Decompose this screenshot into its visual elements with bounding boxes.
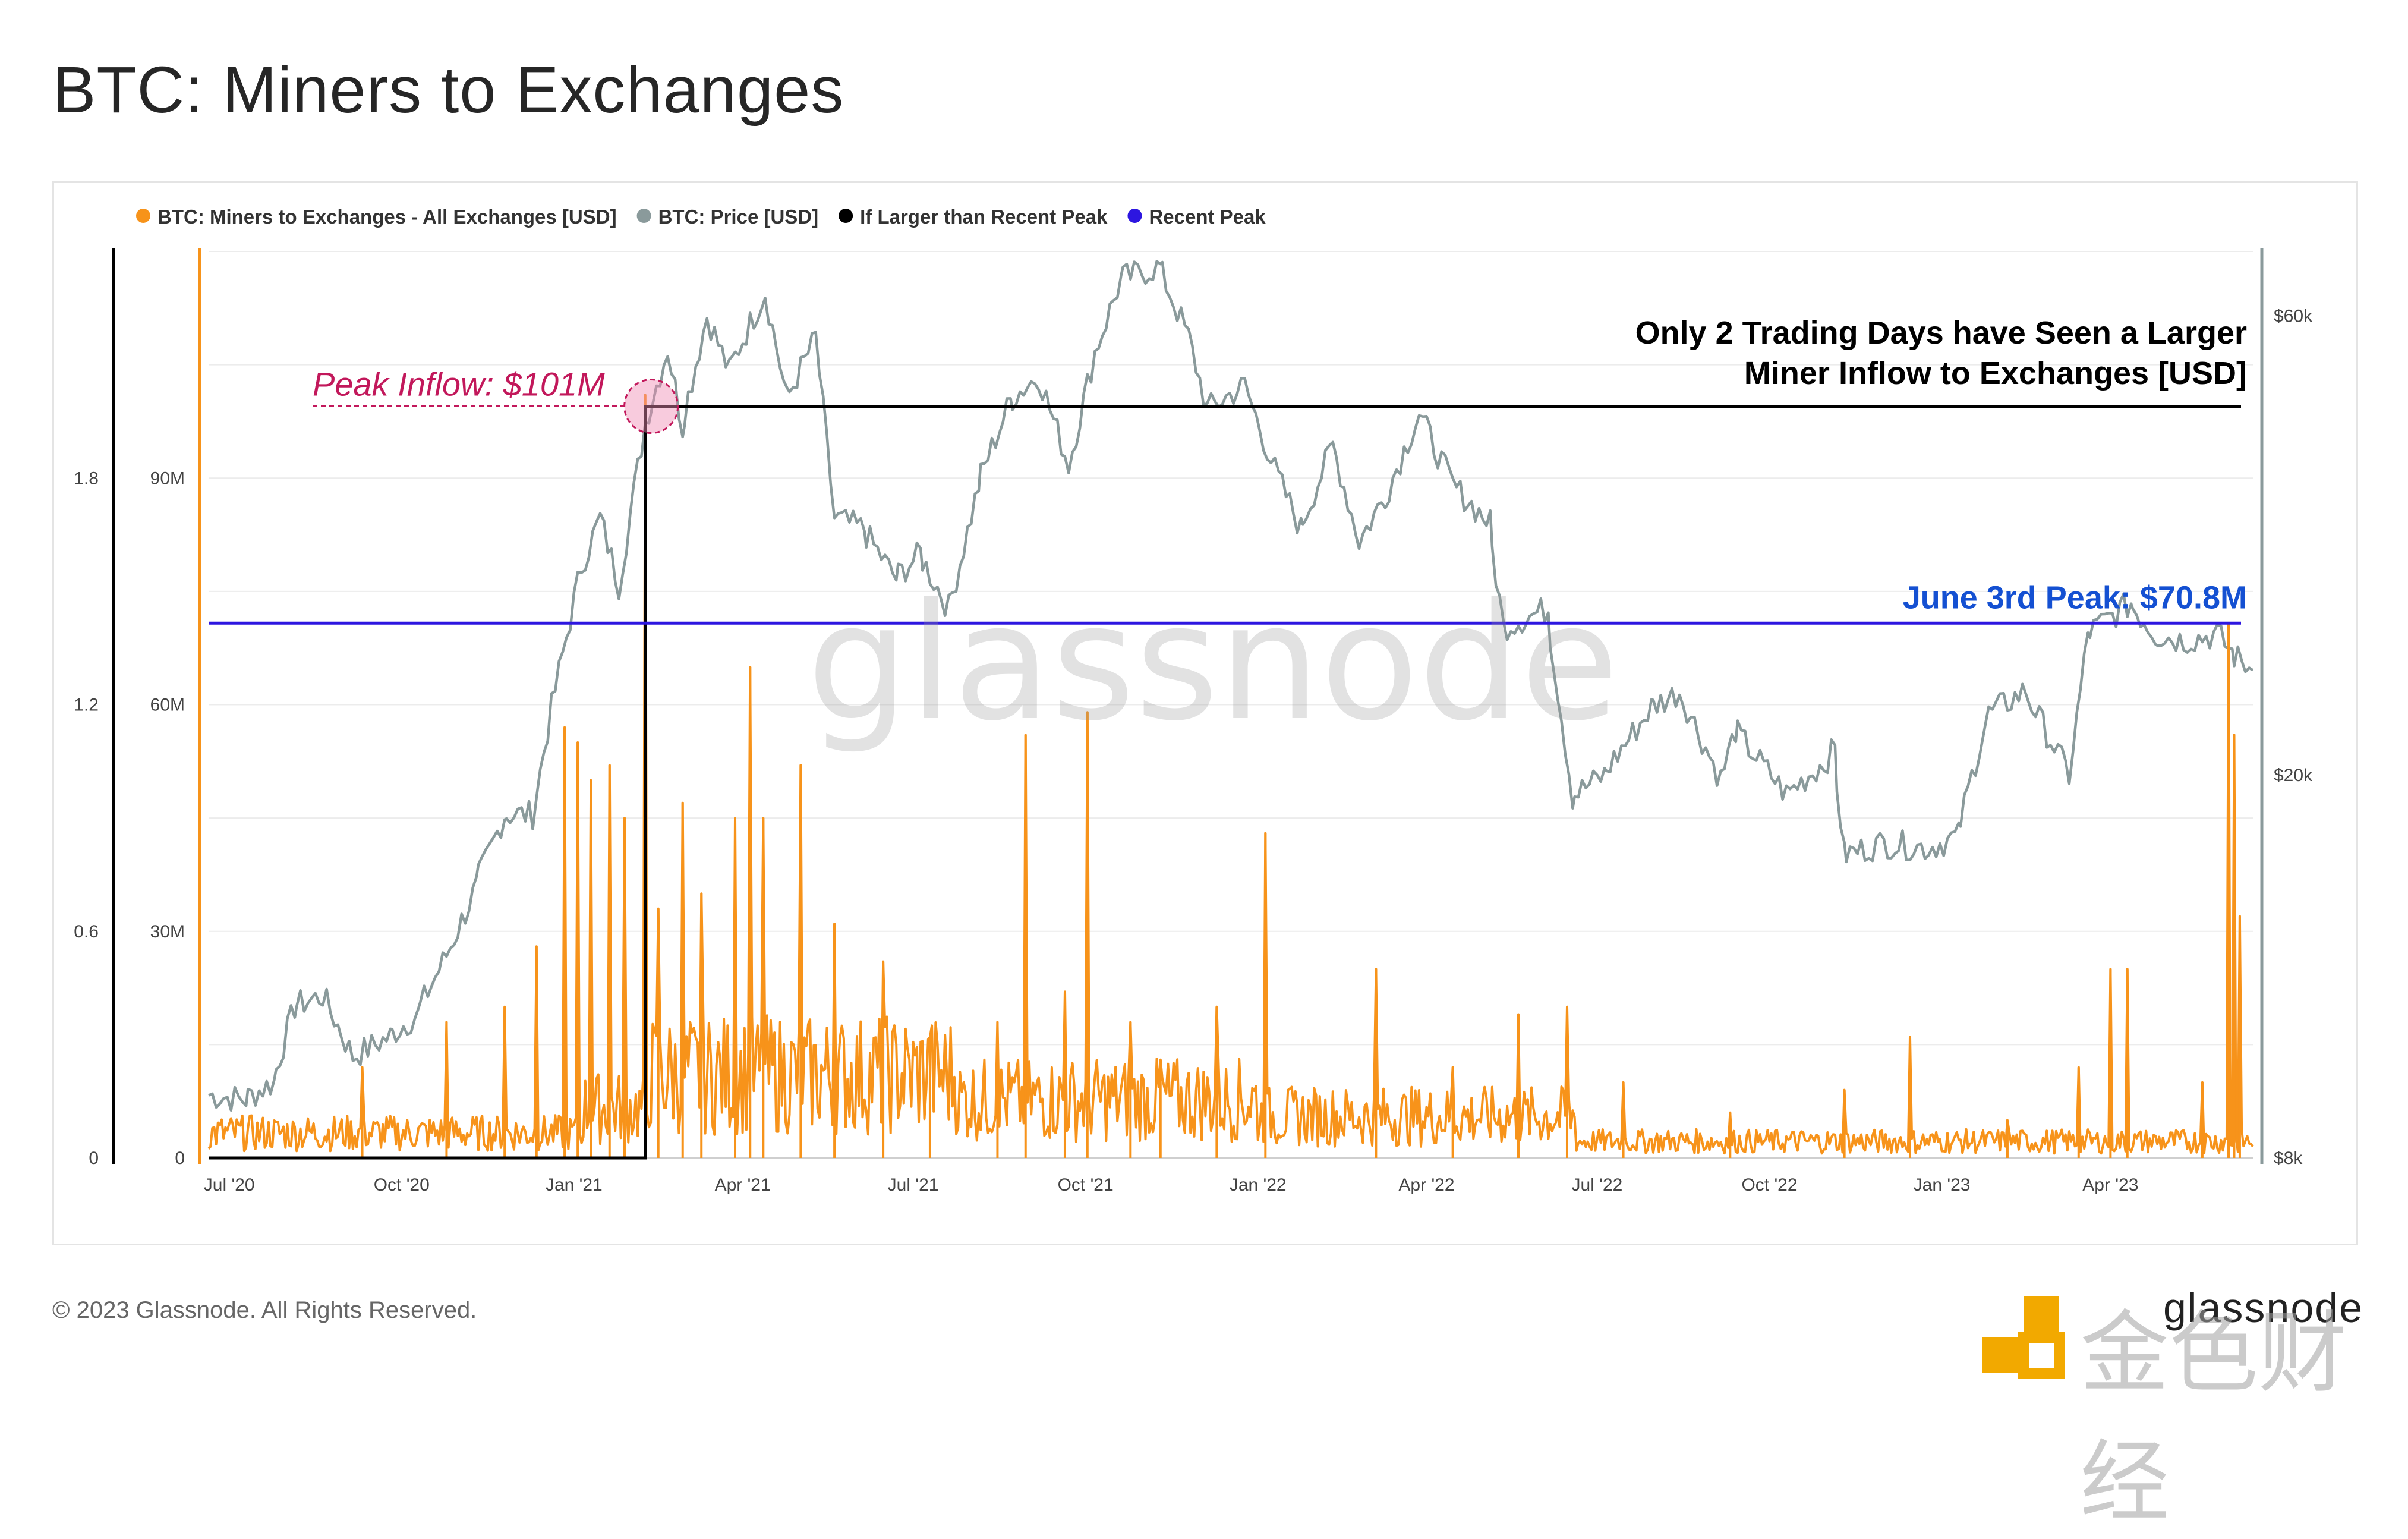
june-peak-label: June 3rd Peak: $70.8M — [1903, 580, 2247, 615]
price-line — [208, 260, 2254, 1112]
x-tick-label: Jul '22 — [1572, 1175, 1623, 1195]
x-tick-label: Jan '22 — [1230, 1175, 1287, 1195]
x-tick-label: Jul '20 — [204, 1175, 255, 1195]
legend-label-1: BTC: Price [USD] — [658, 206, 819, 228]
x-tick-label: Oct '21 — [1058, 1175, 1114, 1195]
inflow-line — [207, 394, 2254, 1155]
larger-than-peak-line — [209, 405, 2241, 1160]
x-tick-label: Jan '23 — [1914, 1175, 1971, 1195]
y-left-tick-label: 30M — [150, 922, 185, 942]
y-right-tick-label: $60k — [2274, 306, 2313, 326]
price-series — [208, 260, 2254, 1112]
x-tick-label: Jul '21 — [888, 1175, 939, 1195]
y-outer-tick-label: 1.8 — [74, 468, 99, 488]
peak-inflow-label: Peak Inflow: $101M — [313, 366, 605, 403]
chart-axes: 0 0.6 1.2 1.8 0 30M 60M 90M $8k $20k $60k Jul '20 Oc… — [74, 248, 2313, 1195]
peak-inflow-marker — [623, 379, 679, 435]
y-outer-tick-label: 0.6 — [74, 922, 99, 942]
y-left-tick-label: 60M — [150, 695, 185, 715]
trading-days-label-1: Only 2 Trading Days have Seen a Larger — [1635, 315, 2247, 351]
legend-label-2: If Larger than Recent Peak — [860, 206, 1108, 228]
x-tick-label: Oct '22 — [1741, 1175, 1797, 1195]
watermark-logo-icon — [1982, 1296, 2065, 1379]
legend-label-0: BTC: Miners to Exchanges - All Exchanges… — [157, 206, 617, 228]
chart-panel: BTC: Miners to Exchanges - All Exchanges… — [52, 181, 2358, 1245]
y-left-tick-label: 90M — [150, 468, 185, 488]
y-right-tick-label: $8k — [2274, 1148, 2303, 1168]
x-tick-label: Apr '23 — [2082, 1175, 2138, 1195]
annotations: glassnode Peak Inflow: $101M Only 2 Tradin… — [313, 315, 2247, 756]
page-title: BTC: Miners to Exchanges — [52, 53, 844, 127]
inflow-series — [207, 394, 2254, 1158]
chart: BTC: Miners to Exchanges - All Exchanges… — [74, 206, 2313, 1195]
x-tick-label: Jan '21 — [546, 1175, 603, 1195]
corner-watermark: 金色财经 — [2080, 1302, 2348, 1534]
legend-dot-2 — [839, 209, 853, 223]
legend-label-3: Recent Peak — [1149, 206, 1266, 228]
y-left-tick-label: 0 — [175, 1148, 185, 1168]
y-outer-tick-label: 1.2 — [74, 695, 99, 715]
legend-dot-1 — [636, 209, 651, 223]
overlays — [209, 405, 2241, 1160]
y-right-tick-label: $20k — [2274, 766, 2313, 785]
trading-days-label-2: Miner Inflow to Exchanges [USD] — [1744, 355, 2247, 391]
y-outer-tick-label: 0 — [89, 1148, 99, 1168]
legend: BTC: Miners to Exchanges - All Exchanges… — [136, 206, 1266, 228]
legend-dot-3 — [1127, 209, 1142, 223]
x-tick-label: Apr '22 — [1398, 1175, 1454, 1195]
x-tick-label: Apr '21 — [715, 1175, 771, 1195]
x-tick-label: Oct '20 — [374, 1175, 430, 1195]
legend-dot-0 — [136, 209, 150, 223]
copyright-text: © 2023 Glassnode. All Rights Reserved. — [52, 1297, 477, 1323]
chart-watermark: glassnode — [806, 569, 1619, 756]
brand-logo-text: glassnode — [2163, 1285, 2364, 1331]
